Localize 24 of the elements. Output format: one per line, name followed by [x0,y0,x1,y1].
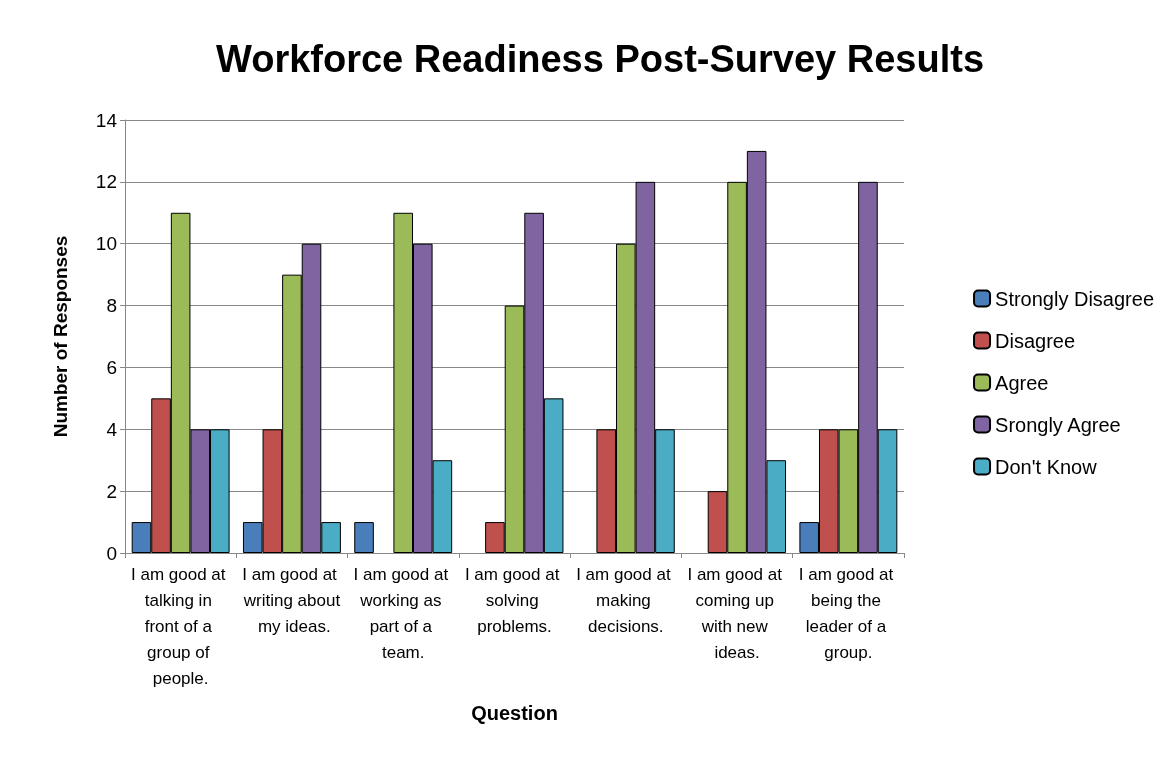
y-tick-label: 10 [95,233,117,255]
x-tick-label: I am good at writing about my ideas. [242,564,342,636]
y-axis-title: Number of Responses [50,235,71,438]
legend-label: Agree [995,371,1049,394]
x-tick-label: I am good at talking in front of a group of people. [131,564,231,688]
y-tick-label: 2 [106,480,117,502]
legend-label: Strongly Disagree [995,287,1154,310]
y-tick-label: 0 [106,542,117,564]
y-tick-label: 4 [106,418,118,440]
x-tick-label: I am good at solving problems. [464,564,565,636]
y-tick-label: 12 [95,171,117,193]
y-tick-label: 8 [106,295,117,317]
x-tick-label: I am good at coming up with new ideas. [687,564,787,662]
bar [354,522,374,553]
legend-label: Don't Know [995,455,1098,478]
x-tick-label: I am good at making decisions. [576,564,676,636]
chart-title: Workforce Readiness Post-Survey Results [215,38,985,80]
y-tick-label: 14 [95,109,118,131]
x-tick-label: I am good at being the leader of a group. [798,564,898,662]
y-tick-label: 6 [106,356,117,378]
x-axis-title: Question [471,702,558,724]
legend-label: Srongly Agree [995,413,1121,436]
legend-label: Disagree [995,329,1076,352]
x-tick-label: I am good at working as part of a team. [353,564,453,662]
